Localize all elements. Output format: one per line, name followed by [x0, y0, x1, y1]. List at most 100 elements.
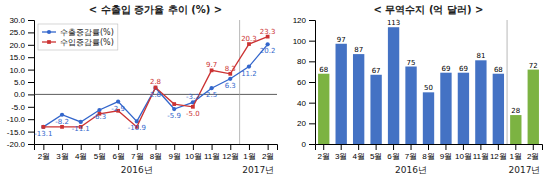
tick-label: 1월 [243, 152, 255, 161]
tick-label: 10월 [455, 152, 472, 161]
data-labels: 689787671137550696981682872 [319, 19, 537, 115]
tick: 7월 [131, 144, 143, 161]
tick: 60 [297, 78, 315, 87]
data-label: 81 [476, 52, 485, 60]
axis-line [28, 21, 35, 145]
tick: 12월 [222, 144, 239, 161]
tick-label: 15.0 [9, 53, 25, 62]
tick: 25.0 [9, 28, 34, 37]
tick-label: 11월 [204, 152, 220, 161]
tick: 20.0 [9, 41, 34, 50]
data-label: 50 [424, 84, 433, 92]
tick-label: 80 [297, 57, 306, 66]
data-label: -2.9 [111, 105, 125, 113]
year-separator [507, 20, 508, 144]
legend: 수출증감률(%)수입증감률(%) [38, 24, 118, 50]
panel: 0204060801001202월3월4월5월6월7월8월9월10월11월12월… [293, 4, 543, 175]
tick-mark [99, 144, 100, 150]
year-label: 2017년 [509, 165, 541, 175]
tick-label: 0.0 [14, 90, 26, 99]
tick-label: 120 [293, 16, 307, 25]
tick: 10월 [185, 144, 202, 161]
bar [353, 54, 364, 144]
data-label: 67 [372, 67, 381, 75]
tick-label: 9월 [440, 152, 452, 161]
title: < 수출입 증가율 추이 (%) > [89, 4, 222, 15]
plot: 0204060801001202월3월4월5월6월7월8월9월10월11월12월… [293, 16, 543, 175]
tick: 8월 [422, 144, 434, 161]
tick-label: 25.0 [9, 28, 25, 37]
bar [510, 115, 521, 144]
point [191, 105, 195, 109]
tick: 100 [293, 37, 315, 46]
point [79, 120, 83, 124]
data-label: -10.9 [128, 124, 146, 132]
data-label: 69 [442, 65, 451, 73]
tick-mark [463, 144, 464, 150]
axis-line [309, 21, 316, 145]
tick-mark [515, 144, 516, 150]
tick-label: 5.0 [14, 78, 26, 87]
bar [318, 74, 329, 144]
tick-mark [174, 144, 175, 150]
point [97, 108, 101, 112]
line [43, 44, 267, 127]
tick-label: 20 [297, 119, 306, 128]
point [41, 125, 45, 129]
tick-label: 5월 [94, 152, 106, 161]
tick-label: 30.0 [9, 16, 25, 25]
tick-mark [28, 94, 34, 95]
tick: 11월 [473, 144, 489, 161]
tick: 9월 [440, 144, 452, 161]
data-label: -6.3 [93, 113, 107, 121]
tick-mark [28, 32, 34, 33]
tick: 6월 [112, 144, 124, 161]
data-label: 97 [337, 36, 346, 44]
tick-mark [28, 45, 34, 46]
tick-label: 4월 [75, 152, 87, 161]
data-label: -11.1 [72, 125, 90, 133]
tick-label: 9월 [168, 152, 180, 161]
data-label: 113 [387, 19, 400, 27]
tick-label: -20.0 [7, 140, 26, 149]
tick-mark [28, 70, 34, 71]
bar [388, 27, 399, 144]
tick: 2월 [318, 144, 330, 161]
legend-item: 수출증감률(%) [42, 28, 114, 37]
tick-mark [28, 144, 34, 145]
tick-mark [498, 144, 499, 150]
tick-mark [118, 144, 119, 150]
tick-label: 7월 [131, 152, 143, 161]
tick-mark [309, 41, 315, 42]
point [228, 77, 232, 81]
x-axis: 2월3월4월5월6월7월8월9월10월11월12월1월2월 [316, 144, 543, 161]
data-labels: -13.1-8.2-11.1-6.3-2.9-10.92.62.8-5.9-3.… [34, 28, 275, 138]
tick-mark [249, 144, 250, 150]
bar [423, 92, 434, 144]
data-label: 11.2 [241, 70, 257, 78]
tick-mark [137, 144, 138, 150]
data-label: 20.2 [260, 47, 276, 55]
tick-label: 8월 [422, 152, 434, 161]
tick: 3월 [335, 144, 347, 161]
data-label: -5.0 [186, 110, 200, 118]
tick-label: 1월 [510, 152, 522, 161]
tick: 12월 [490, 144, 507, 161]
title: < 무역수지 (억 달러) > [374, 4, 484, 15]
tick-mark [393, 144, 394, 150]
axis-line [35, 145, 278, 151]
tick: 1월 [243, 144, 255, 161]
point [116, 99, 120, 103]
tick-mark [411, 144, 412, 150]
tick-label: 4월 [352, 152, 364, 161]
point [266, 42, 270, 46]
data-label: 75 [407, 59, 416, 67]
tick-label: 40 [297, 99, 306, 108]
tick-mark [28, 132, 34, 133]
bar [493, 74, 504, 144]
tick: 5.0 [14, 78, 34, 87]
tick: 8월 [150, 144, 162, 161]
y-axis: 020406080100120 [293, 16, 316, 149]
data-label: 23.3 [260, 28, 276, 36]
data-label: -13.1 [34, 130, 52, 138]
